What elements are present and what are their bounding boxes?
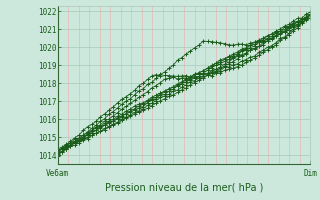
- X-axis label: Pression niveau de la mer( hPa ): Pression niveau de la mer( hPa ): [105, 182, 263, 192]
